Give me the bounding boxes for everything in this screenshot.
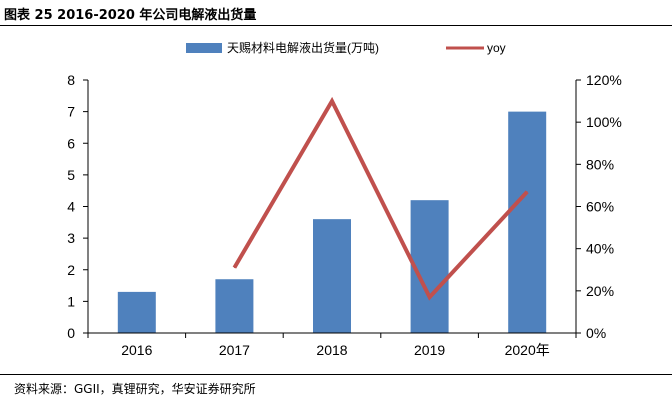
right-tick-label: 60% <box>586 199 614 215</box>
yoy-point-2019 <box>429 296 431 298</box>
bar-2019 <box>410 200 449 333</box>
left-tick-label: 8 <box>67 72 75 88</box>
left-tick-label: 7 <box>67 104 75 120</box>
right-tick-label: 120% <box>586 72 622 88</box>
left-tick-label: 6 <box>67 135 75 151</box>
title-divider <box>0 25 672 26</box>
left-tick-label: 3 <box>67 230 75 246</box>
bar-2017 <box>215 279 254 333</box>
bar-2018 <box>313 219 351 333</box>
left-tick-label: 2 <box>67 262 75 278</box>
figure-title: 图表 25 2016-2020 年公司电解液出货量 <box>4 8 257 23</box>
yoy-point-2020年 <box>526 191 528 193</box>
left-tick-label: 5 <box>67 167 75 183</box>
bar-2016 <box>117 291 156 333</box>
right-tick-label: 20% <box>586 283 614 299</box>
yoy-point-2017 <box>233 267 235 269</box>
x-tick-label: 2020年 <box>505 342 550 358</box>
right-tick-label: 80% <box>586 156 614 172</box>
legend-line-label: yoy <box>487 41 506 55</box>
right-y-axis: 0% 20% 40% 60% 80% 100% 120% <box>575 72 622 341</box>
right-tick-label: 100% <box>586 114 622 130</box>
bar-2020年 <box>508 111 547 333</box>
x-tick-label: 2018 <box>316 342 347 358</box>
yoy-line <box>232 96 529 301</box>
left-y-axis: 0 1 2 3 4 5 6 7 8 <box>67 72 89 341</box>
x-tick-label: 2017 <box>219 342 250 358</box>
left-tick-label: 0 <box>67 325 75 341</box>
x-axis: 2016 2017 2018 2019 2020年 <box>87 332 577 358</box>
chart-legend: 天赐材料电解液出货量(万吨) yoy <box>186 40 506 55</box>
right-tick-label: 0% <box>586 325 606 341</box>
legend-bar-swatch <box>186 43 222 53</box>
right-tick-label: 40% <box>586 241 614 257</box>
line-series <box>232 96 529 301</box>
yoy-point-2018 <box>331 100 333 102</box>
left-tick-label: 4 <box>67 199 75 215</box>
left-tick-label: 1 <box>67 293 75 309</box>
bar-series <box>117 111 547 333</box>
source-divider <box>0 374 672 375</box>
x-tick-label: 2019 <box>414 342 445 358</box>
x-tick-label: 2016 <box>121 342 152 358</box>
source-note: 资料来源：GGII，真锂研究，华安证券研究所 <box>14 382 256 396</box>
legend-bar-label: 天赐材料电解液出货量(万吨) <box>227 40 379 55</box>
shipment-chart: 天赐材料电解液出货量(万吨) yoy 0 1 2 3 4 5 6 7 8 0% 20% 40% 60%… <box>67 40 622 358</box>
